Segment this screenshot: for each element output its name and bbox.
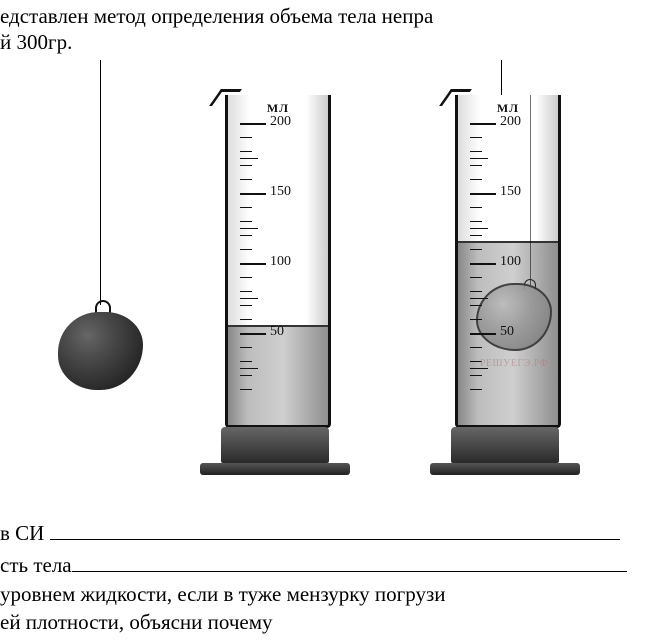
cylinder-tube: МЛ 200 150 100 50 (225, 95, 331, 428)
si-label: в СИ (0, 521, 50, 545)
blank-line (50, 518, 620, 540)
tick-label: 50 (500, 324, 514, 340)
cylinder-ticks: 200 150 100 50 (470, 123, 546, 413)
tick-label: 150 (500, 184, 521, 200)
cylinder-tube: МЛ 200 150 100 50 РЕШУЕГЭ.РФ (455, 95, 561, 428)
cylinder-base (430, 463, 580, 475)
tick-label: 150 (270, 184, 291, 200)
tick-label: 50 (270, 324, 284, 340)
answer-line-density: сть тела (0, 550, 627, 578)
graduated-cylinder-after: МЛ 200 150 100 50 РЕШУЕГЭ.РФ (430, 95, 580, 475)
question-line-3b: ей плотности, объясни почему (0, 610, 273, 635)
cylinder-ticks: 200 150 100 50 (240, 123, 316, 413)
tick-label: 200 (500, 114, 521, 130)
string-icon (100, 60, 101, 305)
problem-text-line-2: й 300гр. (0, 30, 72, 55)
watermark: РЕШУЕГЭ.РФ (480, 358, 548, 369)
rock-sample (58, 312, 143, 390)
cylinder-base (200, 463, 350, 475)
answer-line-si: в СИ (0, 518, 620, 546)
question-line-3a: уровнем жидкости, если в туже мензурку п… (0, 582, 446, 607)
tick-label: 100 (270, 254, 291, 270)
experiment-figure: МЛ 200 150 100 50 (10, 60, 638, 480)
problem-text-line-1: едставлен метод определения объема тела … (0, 4, 433, 29)
density-label: сть тела (0, 553, 72, 577)
tick-label: 200 (270, 114, 291, 130)
graduated-cylinder-before: МЛ 200 150 100 50 (200, 95, 350, 475)
blank-line (72, 550, 627, 572)
tick-label: 100 (500, 254, 521, 270)
